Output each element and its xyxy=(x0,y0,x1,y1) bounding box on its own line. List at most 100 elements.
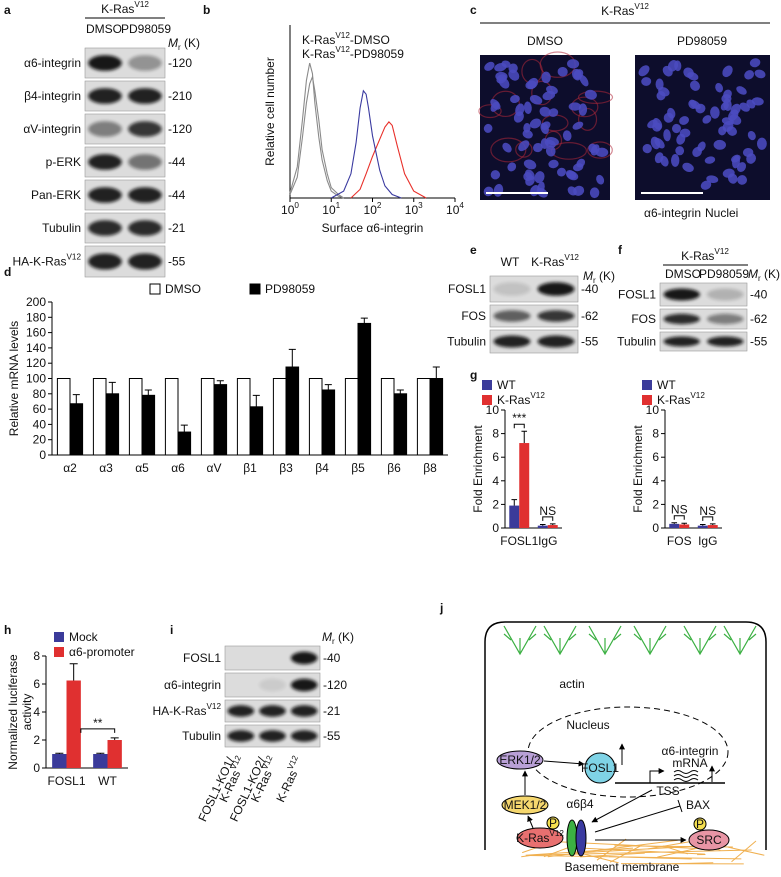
error-bar xyxy=(55,752,64,754)
y-axis-label: Relative cell number xyxy=(263,57,277,166)
lane-label: DMSO xyxy=(527,34,563,48)
x-tick-label: β3 xyxy=(279,461,293,475)
row-label-part: HA-K-Ras xyxy=(152,704,206,718)
mw-label: -62 xyxy=(750,312,768,326)
lane-label: WT xyxy=(501,255,520,269)
x-tick-label: β6 xyxy=(387,461,401,475)
bar xyxy=(416,378,431,456)
legend-swatch xyxy=(54,632,64,642)
nucleus xyxy=(572,163,584,172)
membrane-fiber xyxy=(576,847,705,855)
y-tick-label: 4 xyxy=(33,705,40,719)
panel-letter: d xyxy=(4,265,11,279)
y-tick-label: 10 xyxy=(486,403,500,417)
error-bar xyxy=(144,389,152,396)
x-tick-label: 104 xyxy=(446,201,464,217)
blot-band xyxy=(128,154,162,170)
x-tick-label: FOSL1 xyxy=(47,774,85,788)
x-tick-label-part: 4 xyxy=(459,201,464,210)
diagram-label: α6-integrin xyxy=(662,744,719,758)
error-bar xyxy=(288,348,296,368)
y-axis-label: activity xyxy=(20,694,34,731)
mw-label: -55 xyxy=(750,335,768,349)
panel-letter: g xyxy=(470,368,477,382)
bar xyxy=(547,525,558,528)
nucleus xyxy=(650,136,661,150)
mw-label: -40 xyxy=(750,288,768,302)
diagram-label: BAX xyxy=(686,798,710,812)
cell-outline xyxy=(484,621,767,850)
mw-label: -44 xyxy=(168,155,186,169)
error-bar xyxy=(96,752,105,754)
nucleus xyxy=(548,108,559,117)
bar xyxy=(321,389,336,456)
group-label: K-RasV12 xyxy=(681,247,729,263)
nucleus xyxy=(718,126,727,136)
y-tick-label: 40 xyxy=(33,417,47,431)
diagram-label: Nucleus xyxy=(566,718,609,732)
error-bar xyxy=(681,522,688,525)
x-tick-label: IgG xyxy=(698,534,717,548)
nucleus xyxy=(513,111,524,123)
x-tick-label: 102 xyxy=(364,201,382,217)
panel-letter: b xyxy=(203,3,210,17)
error-bar xyxy=(216,380,224,385)
blot-band xyxy=(663,288,701,301)
row-label-part: V12 xyxy=(66,253,81,262)
nucleus xyxy=(749,58,761,68)
nucleus xyxy=(596,174,605,185)
group-label-part: K-Ras xyxy=(681,249,714,263)
nucleus xyxy=(754,69,766,79)
nucleus xyxy=(642,143,652,154)
x-tick-label: β1 xyxy=(243,461,257,475)
mw-label: -55 xyxy=(581,335,599,349)
mw-header-part: (K) xyxy=(181,36,200,50)
bar xyxy=(213,384,228,456)
actin-branch xyxy=(503,625,537,656)
row-label: α6-integrin xyxy=(164,678,221,692)
mw-header-part: M xyxy=(583,269,593,283)
row-label: p-ERK xyxy=(46,155,81,169)
legend-label: DMSO xyxy=(165,282,201,296)
blot-band xyxy=(706,313,744,325)
nucleus xyxy=(529,118,542,129)
row-label: Tubulin xyxy=(617,335,656,349)
mw-label: -62 xyxy=(581,309,599,323)
y-tick-label: 140 xyxy=(26,341,46,355)
x-tick-label: 101 xyxy=(322,201,340,217)
x-tick-label: α6 xyxy=(171,461,185,475)
nucleus xyxy=(737,175,748,185)
nucleus xyxy=(568,102,582,111)
nucleus xyxy=(747,130,756,141)
significance-label: NS xyxy=(539,504,556,518)
bar xyxy=(92,378,107,456)
y-tick-label: 0 xyxy=(39,448,46,462)
nucleus xyxy=(756,137,767,150)
lane-label-part: V12 xyxy=(229,754,243,771)
x-axis-label: Surface α6-integrin xyxy=(322,221,424,235)
x-tick-label: WT xyxy=(98,774,117,788)
significance-bracket xyxy=(702,516,714,521)
nucleus xyxy=(715,82,724,93)
row-label: α6-integrin xyxy=(24,56,81,70)
legend-label: WT xyxy=(657,378,676,392)
nucleus xyxy=(525,175,535,186)
bar xyxy=(537,525,548,528)
integrin-beta xyxy=(575,819,587,857)
nucleus xyxy=(638,65,650,77)
nucleus xyxy=(663,129,671,142)
bar xyxy=(308,378,323,456)
legend-label: α6-integrin xyxy=(644,206,701,220)
mrna-wave xyxy=(673,774,699,778)
panel-letter: f xyxy=(618,243,623,257)
x-tick-label-part: 10 xyxy=(281,203,295,217)
mw-header: Mr (K) xyxy=(168,36,200,52)
nucleus xyxy=(529,95,543,105)
lane-label-part: V12 xyxy=(260,754,274,771)
nucleus xyxy=(726,126,737,136)
nucleus xyxy=(671,154,680,167)
blot-band xyxy=(663,313,701,325)
mw-label: -55 xyxy=(323,729,341,743)
nucleus xyxy=(501,60,511,68)
